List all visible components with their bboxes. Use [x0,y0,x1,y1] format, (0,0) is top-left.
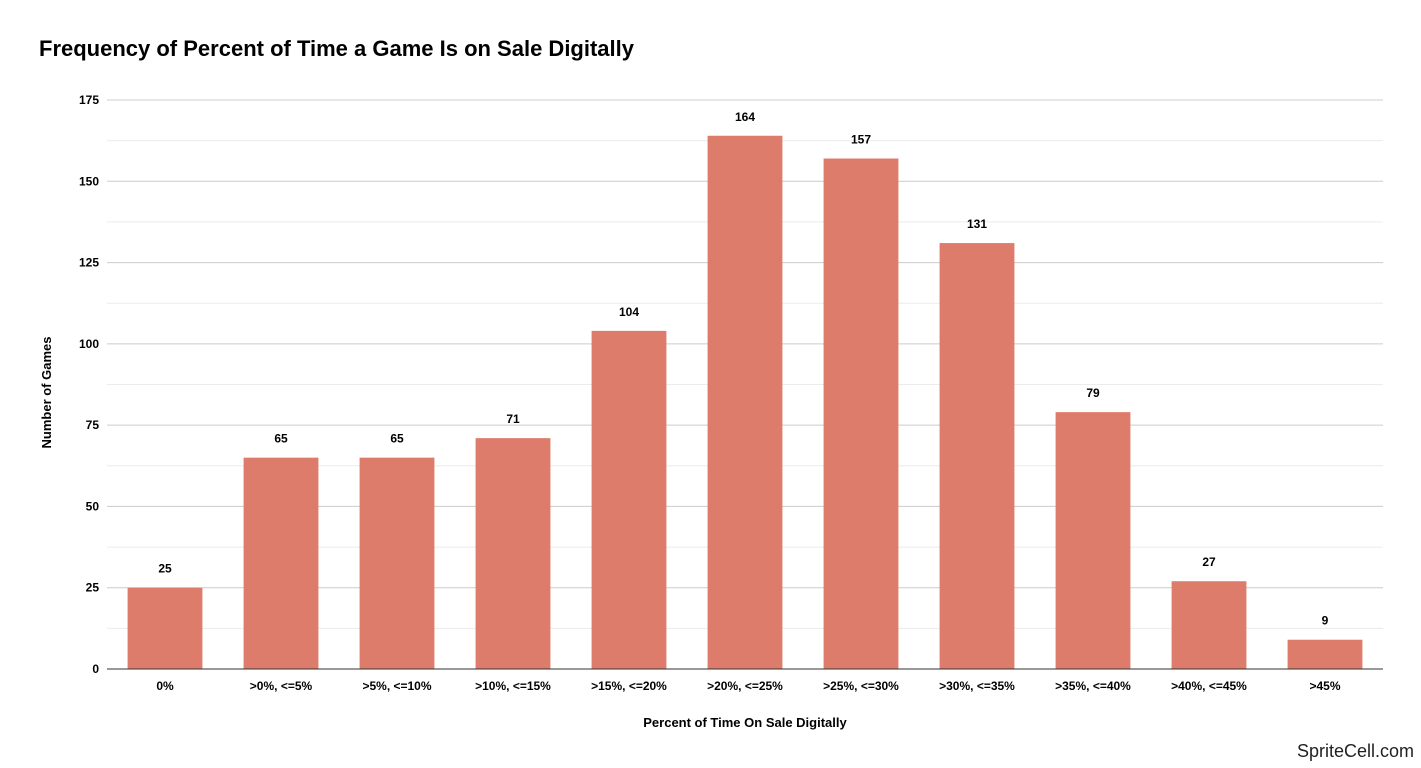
data-label: 9 [1322,614,1329,628]
chart-title: Frequency of Percent of Time a Game Is o… [39,36,634,61]
x-axis-label: Percent of Time On Sale Digitally [643,715,847,730]
x-tick-label: >30%, <=35% [939,679,1015,693]
y-tick-label: 100 [79,337,99,351]
x-tick-label: >35%, <=40% [1055,679,1131,693]
bar [1171,581,1247,669]
y-tick-label: 150 [79,174,99,188]
data-label: 71 [506,412,520,426]
x-tick-label: >15%, <=20% [591,679,667,693]
x-tick-label: >10%, <=15% [475,679,551,693]
bar [475,438,551,669]
bar [591,330,667,669]
y-axis-label: Number of Games [39,337,54,449]
data-label: 131 [967,217,987,231]
bar [823,158,899,670]
data-label: 104 [619,305,639,319]
y-tick-label: 75 [86,418,100,432]
y-tick-label: 50 [86,499,100,513]
x-tick-label: >45% [1309,679,1340,693]
data-label: 157 [851,133,871,147]
bar [127,587,203,669]
data-label: 65 [274,432,288,446]
x-tick-label: >5%, <=10% [362,679,431,693]
bars [127,135,1363,670]
data-label: 164 [735,110,755,124]
bar [707,135,783,669]
x-tick-label: 0% [156,679,174,693]
bar [359,457,435,669]
bar [939,243,1015,669]
y-tick-label: 175 [79,93,99,107]
y-tick-label: 25 [86,581,100,595]
x-tick-label: >25%, <=30% [823,679,899,693]
x-tick-label: >0%, <=5% [250,679,313,693]
x-tick-label: >40%, <=45% [1171,679,1247,693]
watermark: SpriteCell.com [1296,741,1414,761]
bar [243,457,319,669]
data-label: 27 [1202,555,1216,569]
y-tick-label: 0 [92,662,99,676]
x-tick-label: >20%, <=25% [707,679,783,693]
data-label: 25 [158,562,172,576]
y-axis-ticks: 0 25 50 75 100 125 150 175 [79,93,99,676]
x-axis-ticks: 0% >0%, <=5% >5%, <=10% >10%, <=15% >15%, <=… [156,679,1341,693]
y-tick-label: 125 [79,256,99,270]
bar [1055,412,1131,669]
bar [1287,639,1363,669]
data-label: 79 [1086,386,1100,400]
data-label: 65 [390,432,404,446]
data-labels: 25 65 65 71 104 164 157 131 79 27 9 [158,110,1328,628]
